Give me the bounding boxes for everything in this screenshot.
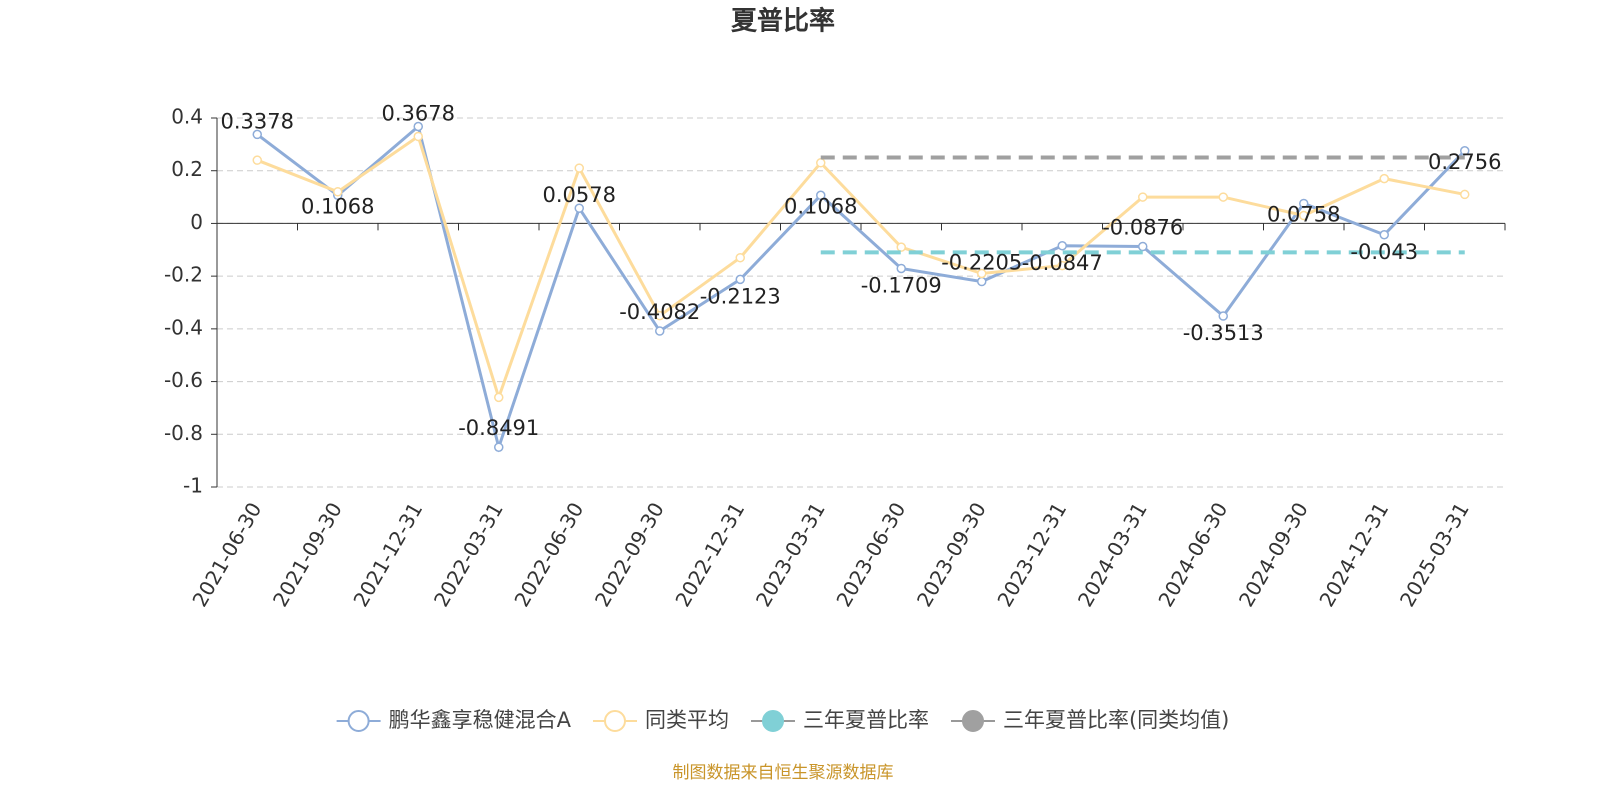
y-tick-label: -0.8 <box>164 421 203 445</box>
data-point <box>1218 311 1228 321</box>
x-tick-label: 2023-06-30 <box>831 498 910 611</box>
legend-label: 同类平均 <box>645 708 729 732</box>
y-tick-label: 0.2 <box>171 157 203 181</box>
data-point <box>1460 146 1470 156</box>
source-note: 制图数据来自恒生聚源数据库 <box>673 763 894 783</box>
x-tick-label: 2024-06-30 <box>1153 498 1232 611</box>
data-label: -0.2123 <box>700 284 781 308</box>
x-tick-label: 2021-09-30 <box>268 498 347 611</box>
data-label: 0.1068 <box>301 194 374 218</box>
data-point <box>1379 230 1389 240</box>
x-tick-label: 2022-03-31 <box>429 498 508 611</box>
data-point <box>896 242 906 252</box>
data-point <box>896 263 906 274</box>
data-point <box>1299 198 1309 209</box>
series-line <box>256 123 1466 453</box>
x-tick-label: 2022-06-30 <box>509 498 588 611</box>
data-label: 0.1068 <box>784 194 857 218</box>
data-label: -0.2205 <box>941 251 1022 275</box>
y-tick-label: -1 <box>183 474 203 498</box>
data-label: -0.1709 <box>861 273 942 297</box>
data-point <box>735 274 745 285</box>
x-tick-label: 2023-03-31 <box>751 498 830 611</box>
data-point <box>494 392 504 403</box>
data-point <box>655 326 665 336</box>
data-label: 0.3678 <box>382 101 455 125</box>
data-point <box>1138 241 1148 252</box>
y-tick-label: -0.4 <box>164 315 203 339</box>
data-point <box>1379 173 1389 184</box>
data-point <box>494 442 504 452</box>
x-tick-label: 2024-03-31 <box>1073 498 1152 611</box>
x-tick-label: 2022-09-30 <box>590 498 669 611</box>
data-point <box>977 276 987 287</box>
data-point <box>1138 192 1148 202</box>
data-point <box>252 155 262 165</box>
data-label: -0.4082 <box>619 300 700 324</box>
data-label: -0.0876 <box>1102 216 1183 240</box>
data-point <box>977 268 987 279</box>
x-tick-label: 2024-12-31 <box>1314 498 1393 611</box>
data-label: -0.8491 <box>458 416 539 440</box>
legend: 鹏华鑫享稳健混合A 同类平均 三年夏普比率 三年夏普比率(同类均值) <box>336 708 1229 732</box>
data-label: -0.043 <box>1350 240 1418 264</box>
chart-title: 夏普比率 <box>731 6 835 37</box>
data-point <box>655 310 665 321</box>
data-point <box>1299 210 1309 221</box>
data-label: 0.0758 <box>1267 202 1340 226</box>
x-tick-label: 2025-03-31 <box>1395 498 1474 611</box>
y-tick-label: 0 <box>190 210 203 234</box>
data-label: 0.3378 <box>221 109 294 133</box>
data-point <box>574 163 584 173</box>
data-point <box>816 158 826 168</box>
legend-label: 鹏华鑫享稳健混合A <box>389 708 572 732</box>
legend-label: 三年夏普比率(同类均值) <box>1003 708 1229 732</box>
data-point <box>1057 260 1067 271</box>
data-point <box>1218 192 1228 202</box>
legend-label: 三年夏普比率 <box>803 708 929 732</box>
data-label: -0.0847 <box>1022 251 1103 275</box>
data-point <box>333 187 343 197</box>
x-tick-label: 2024-09-30 <box>1234 498 1313 611</box>
x-tick-label: 2021-06-30 <box>187 498 266 611</box>
data-point <box>413 121 423 132</box>
legend-marker <box>347 710 370 732</box>
y-tick-label: -0.2 <box>164 263 203 287</box>
x-tick-label: 2022-12-31 <box>670 498 749 611</box>
data-label: 0.0578 <box>543 183 616 207</box>
legend-marker <box>961 710 984 732</box>
legend-marker <box>603 710 626 732</box>
legend-marker <box>761 710 784 732</box>
data-point <box>1057 241 1067 251</box>
x-tick-label: 2023-09-30 <box>912 498 991 611</box>
x-tick-label: 2021-12-31 <box>348 498 427 611</box>
data-point <box>252 129 262 140</box>
data-point <box>574 203 584 213</box>
data-label: 0.2756 <box>1428 150 1501 174</box>
y-tick-label: -0.6 <box>164 368 203 392</box>
data-label: -0.3513 <box>1183 321 1264 345</box>
data-point <box>1460 189 1470 200</box>
series-line <box>256 134 1466 403</box>
x-tick-label: 2023-12-31 <box>992 498 1071 611</box>
data-point <box>735 252 745 263</box>
data-point <box>413 131 423 142</box>
y-tick-label: 0.4 <box>171 105 203 129</box>
data-point <box>816 190 826 201</box>
